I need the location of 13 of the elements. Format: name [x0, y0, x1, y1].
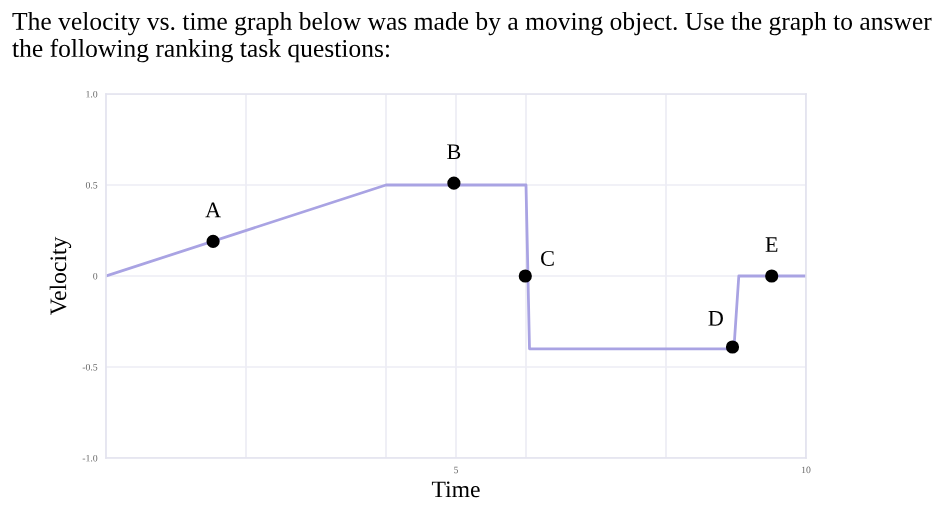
annotation: E [765, 237, 778, 252]
x-axis-title: Time [431, 481, 480, 498]
point [206, 234, 220, 249]
y-axis-title: Velocity [49, 236, 72, 316]
point [765, 269, 779, 283]
annotation: A [205, 202, 221, 218]
point [725, 340, 740, 354]
point [447, 176, 461, 190]
point [518, 269, 532, 283]
chart-title: The velocity vs. time graph below was made by a moving object. Use the graph to answer the following ranking task questions: [12, 12, 932, 63]
annotation: B [447, 144, 461, 160]
annotation: C [541, 251, 554, 266]
annotation: D [708, 311, 723, 326]
